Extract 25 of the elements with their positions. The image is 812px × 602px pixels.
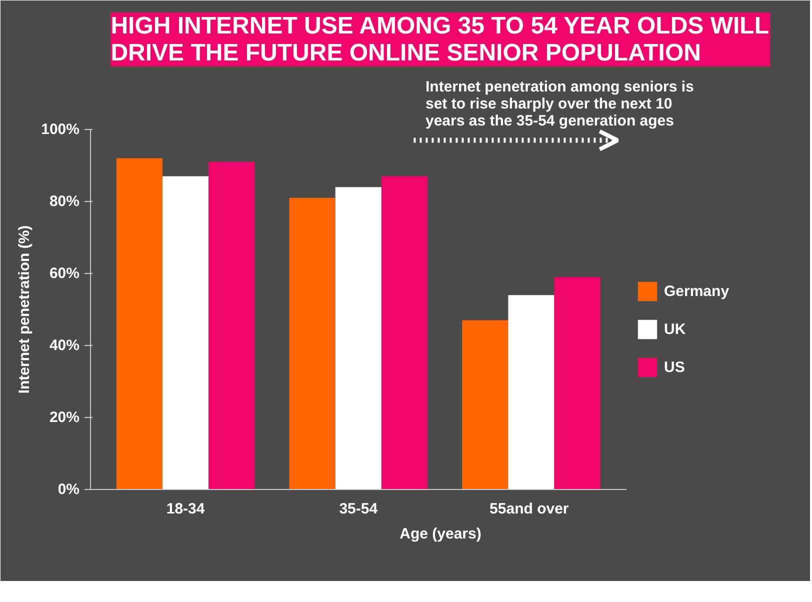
bar [162, 176, 209, 490]
bar [289, 198, 336, 490]
y-tick-label: 20% [49, 409, 80, 426]
y-tick-label: 40% [49, 337, 80, 354]
legend-label: UK [664, 320, 686, 338]
x-tick-label: 18-34 [166, 500, 206, 518]
bar [208, 162, 255, 490]
y-axis-title: Internet penetration (%) [16, 225, 34, 394]
legend-label: Germany [664, 282, 730, 300]
bar [462, 320, 508, 490]
bar [554, 277, 600, 490]
y-tick-label: 60% [49, 265, 80, 282]
x-axis-title: Age (years) [400, 526, 482, 542]
y-tick-label: 0% [58, 481, 80, 498]
y-tick-label: 100% [41, 121, 80, 138]
bar [116, 158, 163, 490]
bar [381, 176, 428, 490]
bar [508, 295, 554, 490]
bar [335, 187, 382, 490]
chart-title: HIGH INTERNET USE AMONG 35 TO 54 YEAR OLDS WILL DRIVE THE FUTURE ONLINE SENIOR POPULATION [110, 12, 769, 66]
annotation: Internet penetration among seniors is set to rise sharply over the next 10 years as the 35-54 generation ages [426, 78, 694, 130]
x-tick-label: 35-54 [339, 500, 378, 518]
x-tick-label: 55and over [490, 500, 569, 518]
y-tick-label: 80% [49, 193, 80, 210]
legend-label: US [664, 358, 685, 376]
